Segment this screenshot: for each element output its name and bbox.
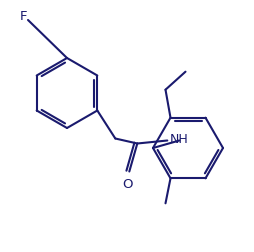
- Text: O: O: [122, 177, 133, 191]
- Text: F: F: [20, 10, 27, 23]
- Text: NH: NH: [169, 133, 188, 146]
